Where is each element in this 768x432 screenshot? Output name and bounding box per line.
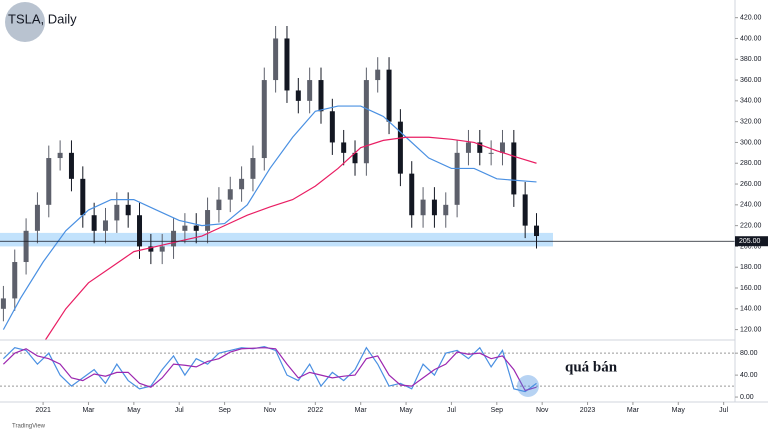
- y-tick-label: 0.00: [740, 394, 754, 401]
- x-tick-label: Nov: [264, 407, 277, 414]
- x-tick-label: 2022: [308, 407, 324, 414]
- candle-body: [91, 215, 97, 231]
- candle-body: [102, 220, 108, 231]
- candle-body: [409, 173, 415, 216]
- y-tick-label: 300.00: [740, 139, 762, 146]
- x-tick-label: Jul: [175, 407, 184, 414]
- candle-body: [431, 199, 437, 216]
- x-tick-label: 2021: [35, 407, 51, 414]
- candle-body: [125, 204, 131, 216]
- footer: TradingView: [12, 424, 46, 430]
- candle-body: [171, 230, 177, 247]
- candle-body: [511, 142, 517, 195]
- candle-body: [182, 225, 188, 231]
- candle-body: [193, 225, 199, 231]
- candle-body: [205, 210, 211, 231]
- candle-body: [159, 246, 165, 252]
- highlight: [517, 375, 539, 397]
- candle-body: [68, 152, 74, 179]
- candle-body: [465, 142, 471, 153]
- moving-average: [2, 105, 537, 330]
- candle-body: [454, 152, 460, 205]
- candle-body: [375, 69, 381, 81]
- candle-body: [443, 204, 449, 216]
- y-tick-label: 240.00: [740, 202, 762, 209]
- chart-title: TSLA, Daily: [8, 11, 77, 26]
- y-tick-label: 120.00: [740, 326, 762, 333]
- logo: [5, 2, 45, 42]
- candle-body: [534, 225, 540, 237]
- y-tick-label: 340.00: [740, 98, 762, 105]
- candle-body: [341, 142, 347, 153]
- candle-body: [318, 80, 324, 112]
- candle-body: [46, 158, 52, 205]
- candle-body: [307, 80, 313, 101]
- price-label-box: [735, 236, 768, 247]
- y-tick-label: 200.00: [740, 243, 762, 250]
- y-tick-label: 420.00: [740, 15, 762, 22]
- candle-body: [284, 38, 290, 91]
- candle-body: [522, 194, 528, 226]
- candle-body: [477, 142, 483, 153]
- y-tick-label: 40.00: [740, 372, 758, 379]
- candle-body: [386, 69, 392, 122]
- oscillator-line: [2, 347, 537, 392]
- candle-body: [488, 152, 494, 154]
- candle-body: [23, 230, 29, 263]
- y-tick-label: 280.00: [740, 160, 762, 167]
- candle-body: [34, 204, 40, 231]
- x-tick-label: Mar: [627, 407, 640, 414]
- x-tick-label: Mar: [82, 407, 95, 414]
- candle-body: [0, 298, 6, 309]
- y-tick-label: 360.00: [740, 77, 762, 84]
- y-tick-label: 320.00: [740, 118, 762, 125]
- x-tick-label: Mar: [355, 407, 368, 414]
- candle-body: [420, 199, 426, 216]
- y-tick-label: 380.00: [740, 56, 762, 63]
- price-label: 205.00: [739, 238, 761, 245]
- y-tick-label: 260.00: [740, 181, 762, 188]
- y-tick-label: 140.00: [740, 306, 762, 313]
- candle-body: [57, 152, 63, 159]
- candle-body: [114, 204, 120, 221]
- candle-body: [137, 215, 143, 247]
- plot: quá bán: [0, 25, 735, 397]
- y-tick-label: 400.00: [740, 35, 762, 42]
- candle-body: [499, 142, 505, 153]
- candle-body: [329, 111, 335, 143]
- support-zone: [0, 232, 553, 247]
- x-tick-label: Sep: [218, 407, 231, 414]
- x-tick-label: Jul: [719, 407, 728, 414]
- candle-body: [352, 152, 358, 164]
- candle-body: [239, 178, 245, 190]
- candle-body: [227, 189, 233, 200]
- x-tick-label: May: [399, 407, 413, 414]
- x-tick-label: Nov: [536, 407, 549, 414]
- candle-body: [295, 90, 301, 101]
- candle-body: [261, 80, 267, 159]
- y-tick-label: 160.00: [740, 285, 762, 292]
- annotation: quá bán: [565, 359, 618, 375]
- candle-body: [12, 262, 18, 299]
- x-tick-label: May: [127, 407, 141, 414]
- candle-body: [216, 199, 222, 211]
- y-tick-label: 220.00: [740, 222, 762, 229]
- moving-average: [44, 136, 537, 341]
- x-tick-label: May: [672, 407, 686, 414]
- candle-body: [273, 38, 279, 81]
- candle-body: [250, 158, 256, 179]
- candle-body: [148, 246, 154, 252]
- candle-body: [397, 121, 403, 174]
- x-tick-label: 2023: [580, 407, 596, 414]
- candle-body: [363, 80, 369, 164]
- candle-body: [80, 178, 86, 216]
- x-tick-label: Jul: [447, 407, 456, 414]
- y-tick-label: 80.00: [740, 350, 758, 357]
- x-tick-label: Sep: [491, 407, 504, 414]
- y-tick-label: 180.00: [740, 264, 762, 271]
